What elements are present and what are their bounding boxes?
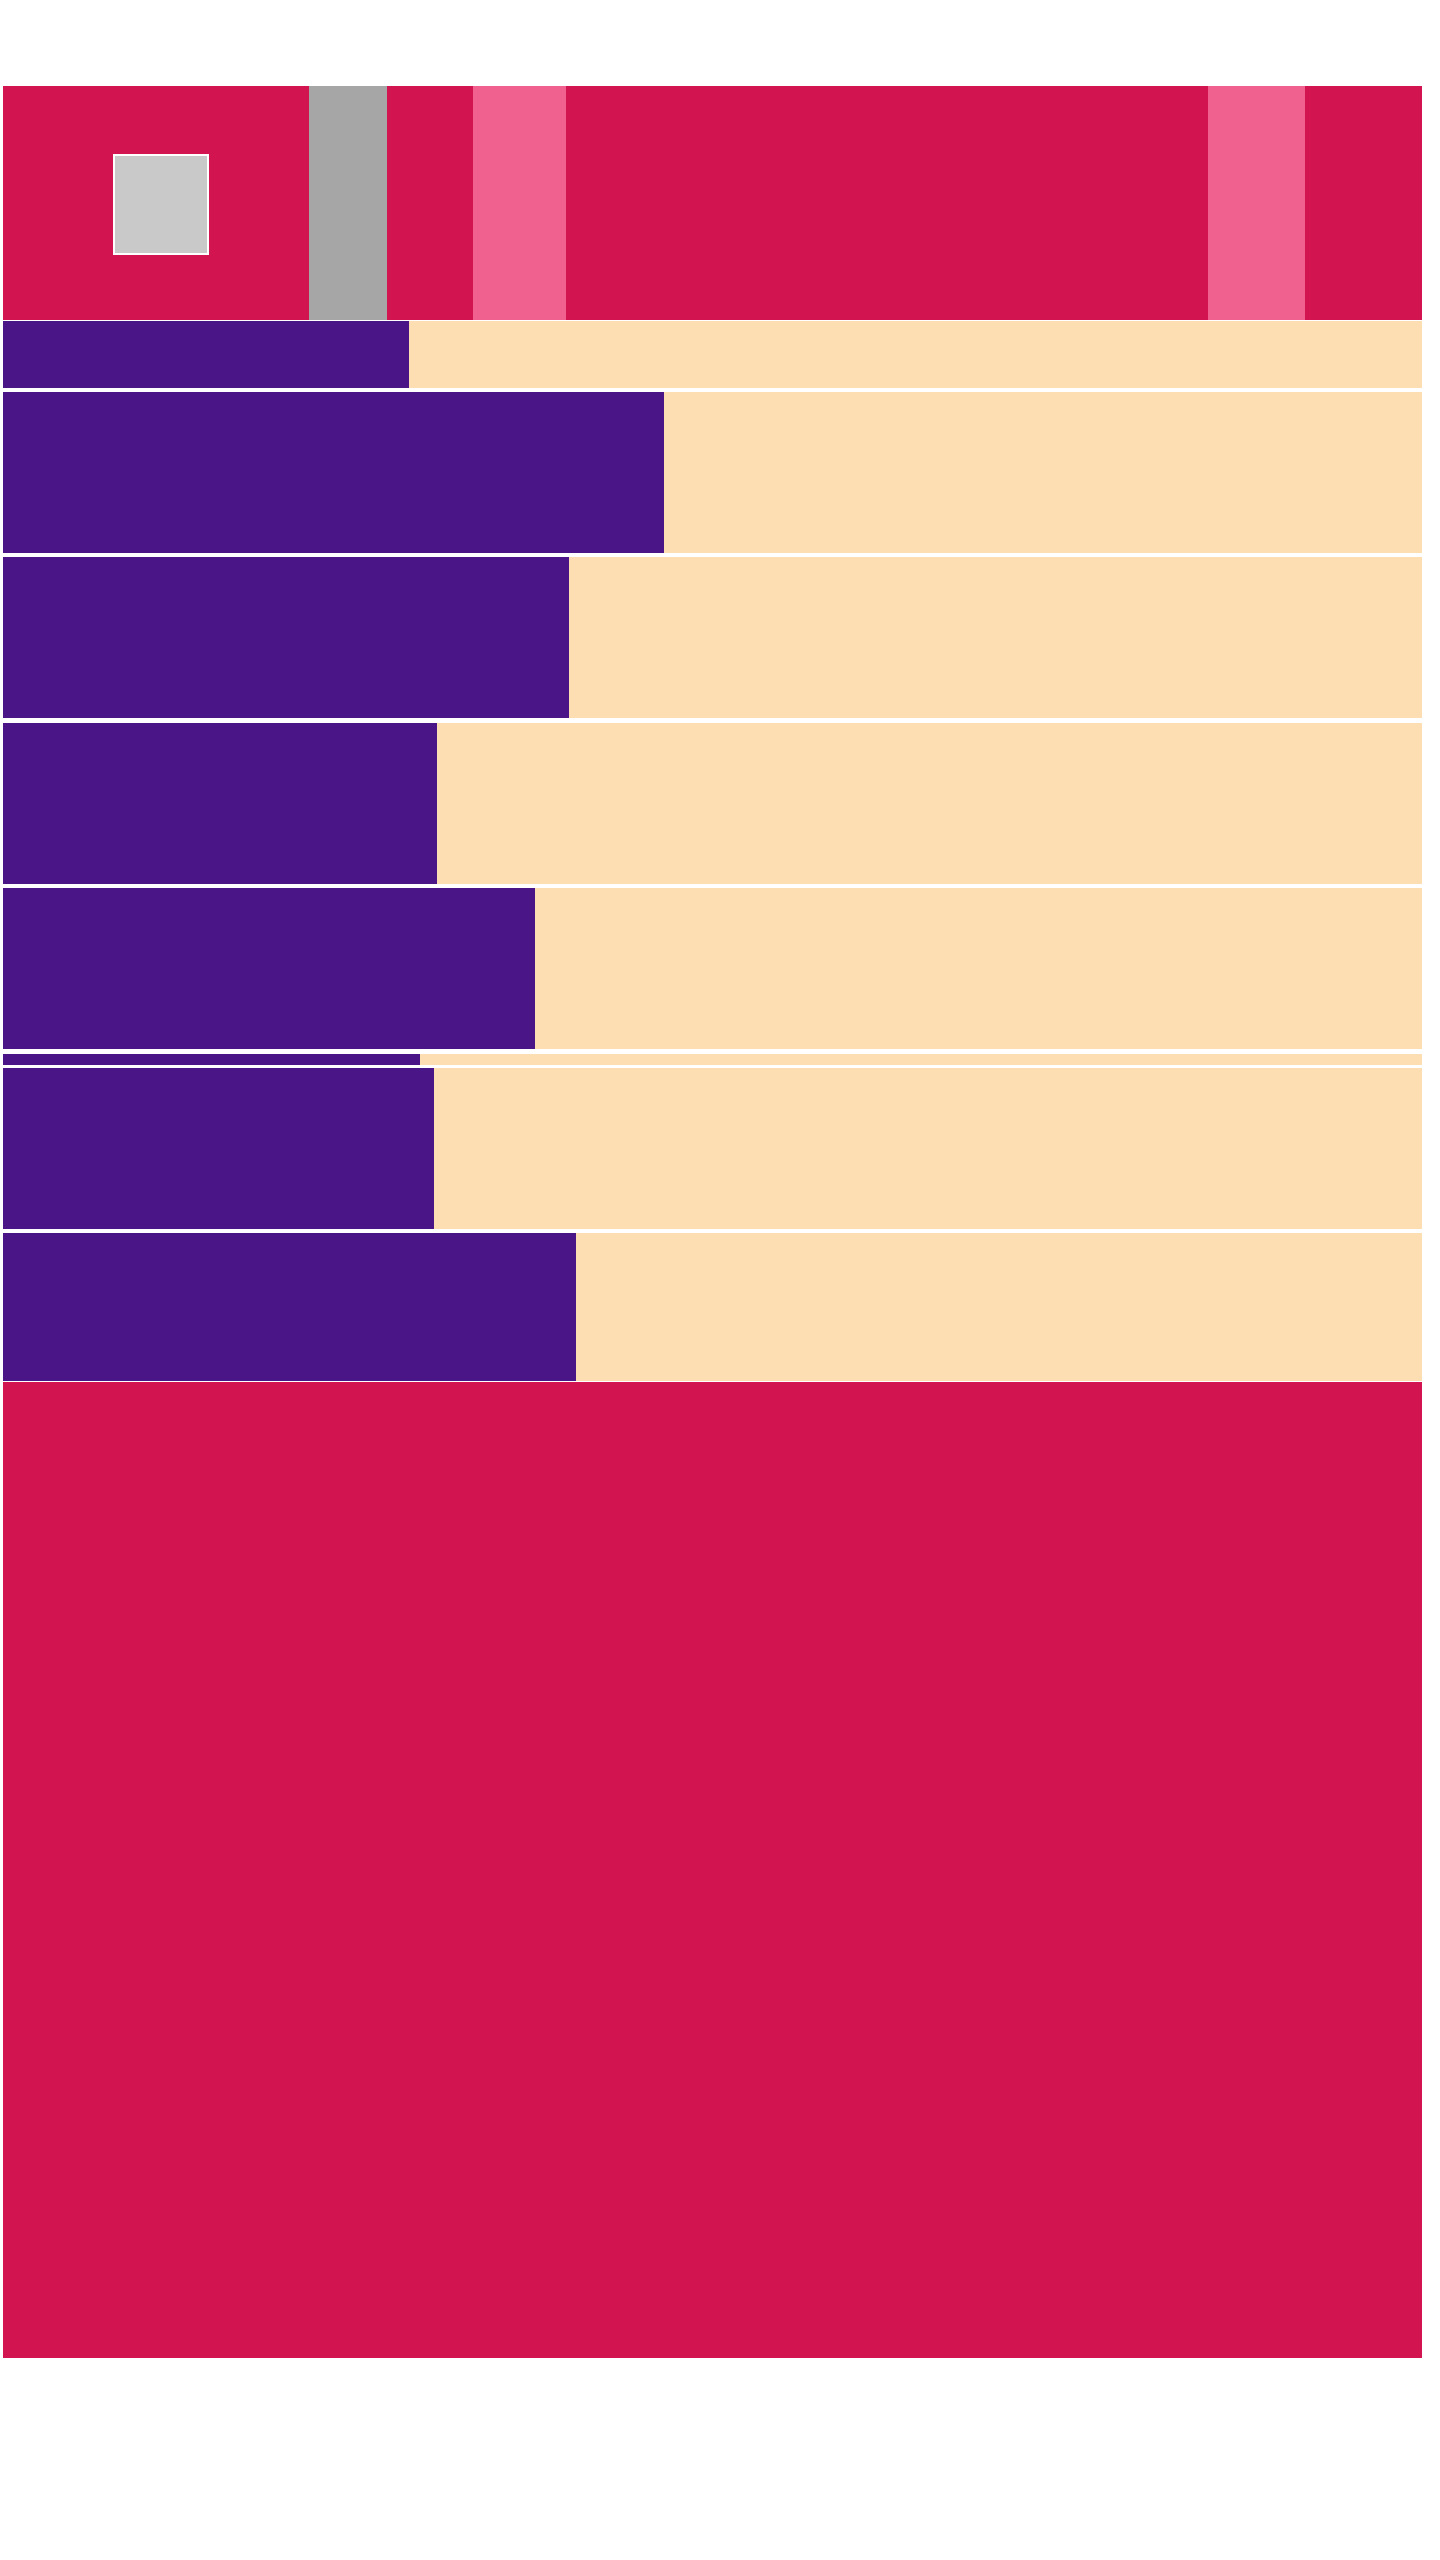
row-track (3, 1068, 1422, 1229)
header-block-3[interactable] (389, 86, 471, 320)
row-progress-fill (3, 1233, 576, 1381)
row-track (3, 723, 1422, 884)
row-track (3, 392, 1422, 553)
header-block-7[interactable] (1307, 86, 1422, 320)
row-track (3, 321, 1422, 388)
image-placeholder-icon (113, 154, 209, 255)
header-block-6[interactable] (1208, 86, 1305, 320)
row-progress-fill (3, 888, 535, 1049)
row-track (3, 1054, 1422, 1065)
header-block-4[interactable] (473, 86, 566, 320)
row-progress-fill (3, 557, 569, 718)
header-block-5[interactable] (568, 86, 1206, 320)
row-progress-fill (3, 1054, 420, 1065)
row-progress-fill (3, 321, 409, 388)
row-progress-fill (3, 1068, 434, 1229)
header-block-2[interactable] (309, 86, 387, 320)
row-progress-fill (3, 723, 437, 884)
row-track (3, 557, 1422, 718)
row-track (3, 1233, 1422, 1381)
row-track (3, 888, 1422, 1049)
row-progress-fill (3, 392, 664, 553)
bottom-panel (3, 1382, 1422, 2358)
